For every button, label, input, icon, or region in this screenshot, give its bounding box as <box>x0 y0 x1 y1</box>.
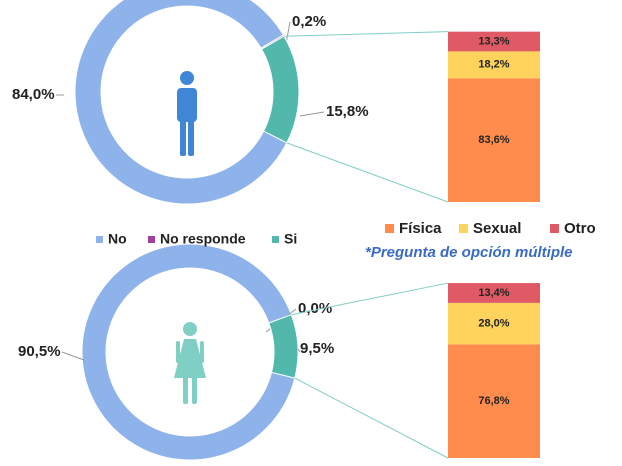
legend-label: Sexual <box>473 220 521 237</box>
donut-slice <box>260 35 300 144</box>
legend-swatch <box>148 236 155 243</box>
legend-swatch <box>96 236 103 243</box>
connector <box>286 142 449 203</box>
data-label: 13,3% <box>478 35 509 47</box>
legend-swatch <box>272 236 279 243</box>
note: *Pregunta de opción múltiple <box>365 244 573 261</box>
bar-segment <box>448 51 540 79</box>
connector <box>291 282 449 316</box>
legend-swatch <box>385 224 394 233</box>
donut-slice <box>74 0 288 205</box>
connector <box>294 377 449 459</box>
data-label: 76,8% <box>478 395 509 407</box>
bar-segment <box>448 78 540 202</box>
data-label: 84,0% <box>12 86 55 103</box>
data-label: 18,2% <box>478 59 509 71</box>
data-label: 0,0% <box>298 300 332 317</box>
data-label: 0,2% <box>292 13 326 30</box>
leader-line <box>299 111 325 117</box>
legend-swatch <box>459 224 468 233</box>
leader-line <box>61 351 85 361</box>
data-label: 28,0% <box>478 318 509 330</box>
legend-label: Otro <box>564 220 596 237</box>
donut-slice <box>268 314 299 379</box>
legend-swatch <box>550 224 559 233</box>
bar-segment <box>448 31 540 52</box>
data-label: 15,8% <box>326 103 369 120</box>
legend-label: No responde <box>160 231 246 247</box>
woman-icon <box>174 322 206 404</box>
legend-label: No <box>108 231 127 247</box>
legend-label: Física <box>399 220 442 237</box>
leader-line <box>297 348 301 353</box>
data-label: 9,5% <box>300 340 334 357</box>
connector <box>284 31 449 37</box>
data-label: 90,5% <box>18 343 61 360</box>
data-label: 83,6% <box>478 134 509 146</box>
donut-slice <box>81 243 296 461</box>
data-label: 13,4% <box>478 287 509 299</box>
legend-label: Si <box>284 231 297 247</box>
bar-segment <box>448 302 540 345</box>
bar-segment <box>448 344 540 458</box>
bar-segment <box>448 283 540 303</box>
man-icon <box>177 71 197 156</box>
